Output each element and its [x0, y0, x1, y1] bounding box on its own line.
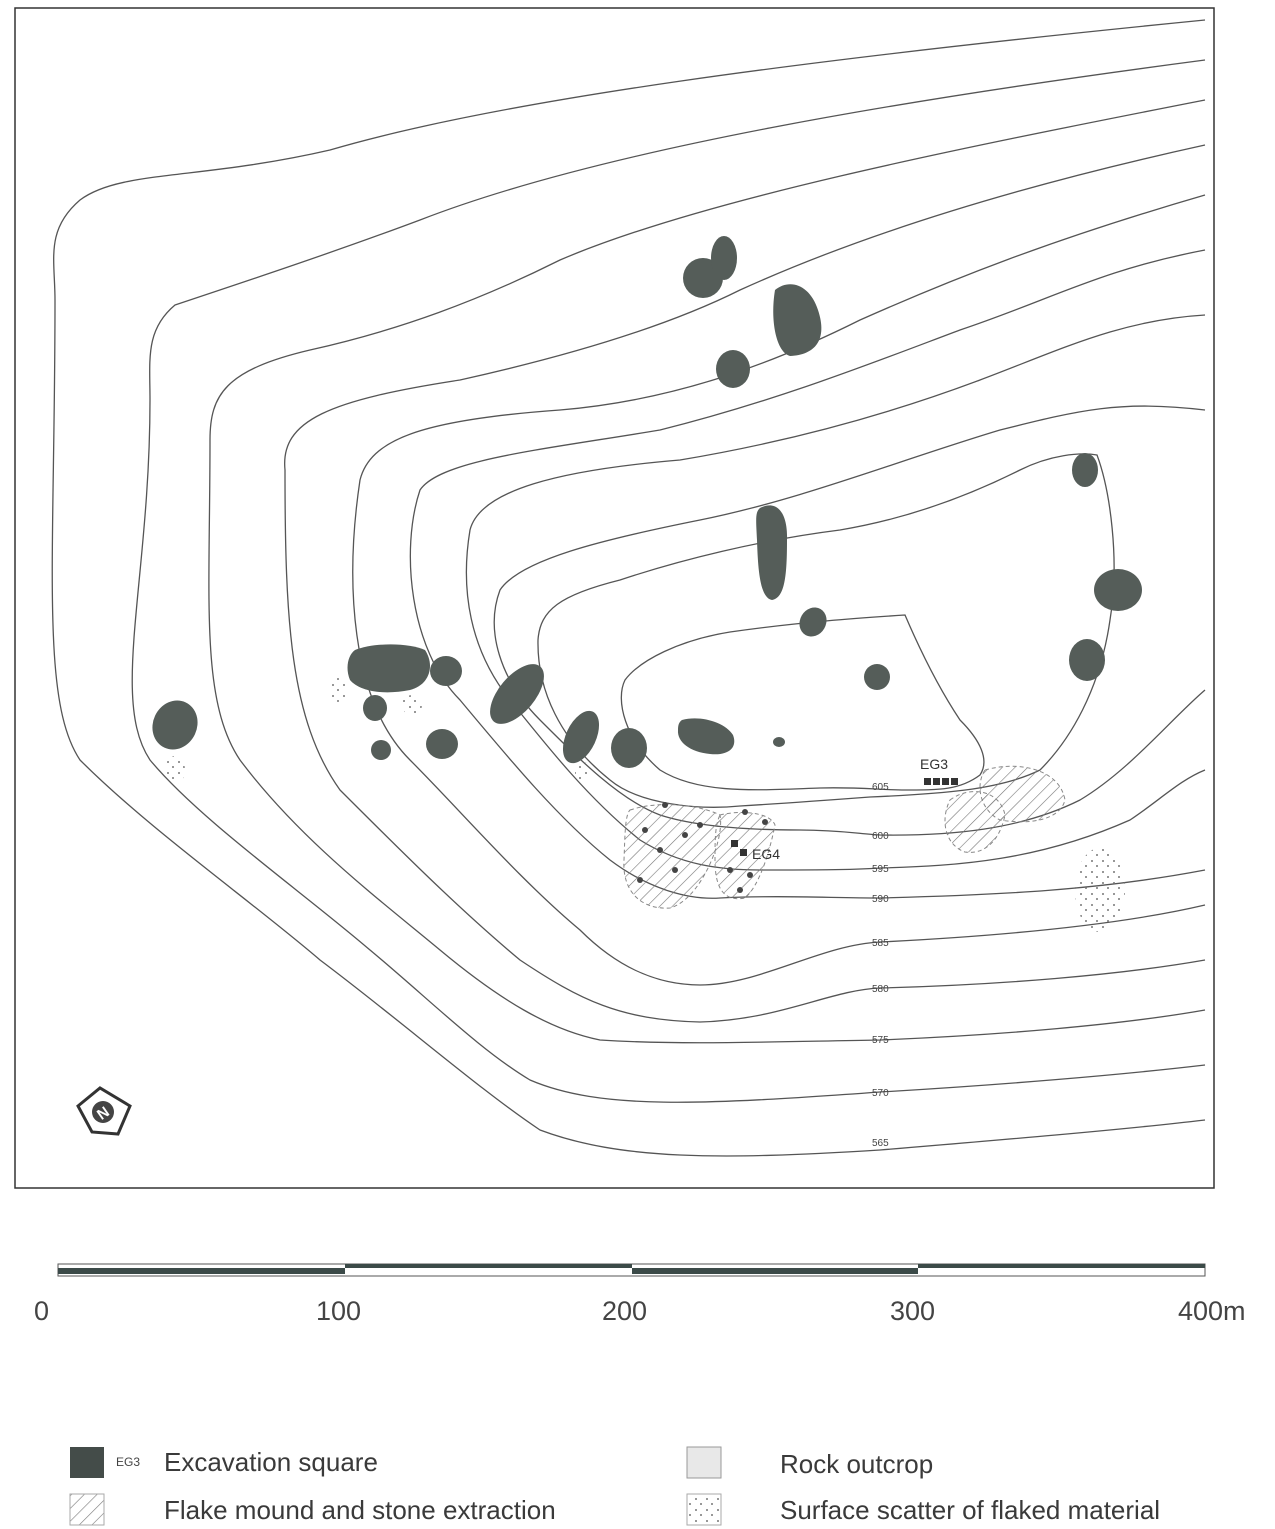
legend-flake-mound-label: Flake mound and stone extraction [164, 1495, 556, 1525]
surface-scatter [1075, 848, 1125, 932]
scale-tick-100: 100 [316, 1296, 362, 1326]
rock-outcrop [773, 737, 785, 747]
rock-outcrop [152, 700, 198, 750]
contour-label-605: 605 [872, 782, 889, 793]
rock-outcrop [371, 740, 391, 760]
surface-scatter [165, 756, 185, 784]
legend-swatch-surface-scatter [686, 1493, 722, 1526]
rock-outcrop [716, 350, 750, 388]
surface-scatter [575, 762, 591, 782]
rock-outcrops [152, 236, 1142, 768]
legend-excavation-label: Excavation square [164, 1447, 378, 1477]
contour-label-600: 600 [872, 831, 889, 842]
contour-label-585: 585 [872, 938, 889, 949]
rock-outcrop [1072, 453, 1098, 487]
rock-outcrop [430, 656, 462, 686]
rock-outcrop [363, 695, 387, 721]
contour-label-590: 590 [872, 894, 889, 905]
contour-label-595: 595 [872, 864, 889, 875]
flake-mound [623, 804, 722, 909]
surface-scatters [165, 678, 1125, 932]
north-arrow-icon: N [76, 1086, 132, 1136]
contour-label-575: 575 [872, 1035, 889, 1046]
flake-mound [944, 791, 1006, 853]
site-label-eg3: EG3 [920, 756, 948, 772]
legend-rock-outcrop-label: Rock outcrop [780, 1449, 934, 1479]
rock-outcrop [864, 664, 890, 690]
map-frame [14, 7, 1215, 1189]
scale-tick-200: 200 [602, 1296, 648, 1326]
excavation-eg4: EG4 [731, 840, 780, 862]
excavation-eg3: EG3 [920, 756, 958, 785]
scale-bar [57, 1263, 1206, 1277]
legend-excavation-code: EG3 [116, 1455, 141, 1469]
contour-label-565: 565 [872, 1138, 889, 1149]
contour-label-580: 580 [872, 984, 889, 995]
scale-tick-300: 300 [890, 1296, 936, 1326]
rock-outcrop [799, 607, 827, 637]
surface-scatter [402, 695, 422, 715]
rock-outcrop [347, 644, 430, 693]
rock-outcrop [1094, 569, 1142, 611]
rock-outcrop [426, 729, 458, 759]
rock-outcrop [611, 728, 647, 768]
contour-labels: 605 600 595 590 585 580 575 570 565 [872, 782, 889, 1149]
rock-outcrop [756, 505, 788, 600]
contour-lines [51, 19, 1206, 1157]
site-label-eg4: EG4 [752, 846, 780, 862]
legend-surface-scatter-label: Surface scatter of flaked material [780, 1495, 1161, 1525]
scale-tick-0: 0 [34, 1296, 50, 1326]
contour-label-570: 570 [872, 1088, 889, 1099]
rock-outcrop [490, 664, 544, 724]
rock-outcrop [562, 710, 600, 764]
scale-tick-400: 400m [1178, 1296, 1246, 1326]
legend-swatch-flake-mound [69, 1493, 105, 1526]
rock-outcrop [1069, 639, 1105, 681]
legend-swatch-excavation [70, 1447, 104, 1478]
rock-outcrop [711, 236, 737, 280]
surface-scatter [328, 678, 348, 702]
rock-outcrop [677, 718, 735, 755]
rock-outcrop [773, 284, 822, 356]
legend-swatch-rock-outcrop [686, 1446, 722, 1479]
